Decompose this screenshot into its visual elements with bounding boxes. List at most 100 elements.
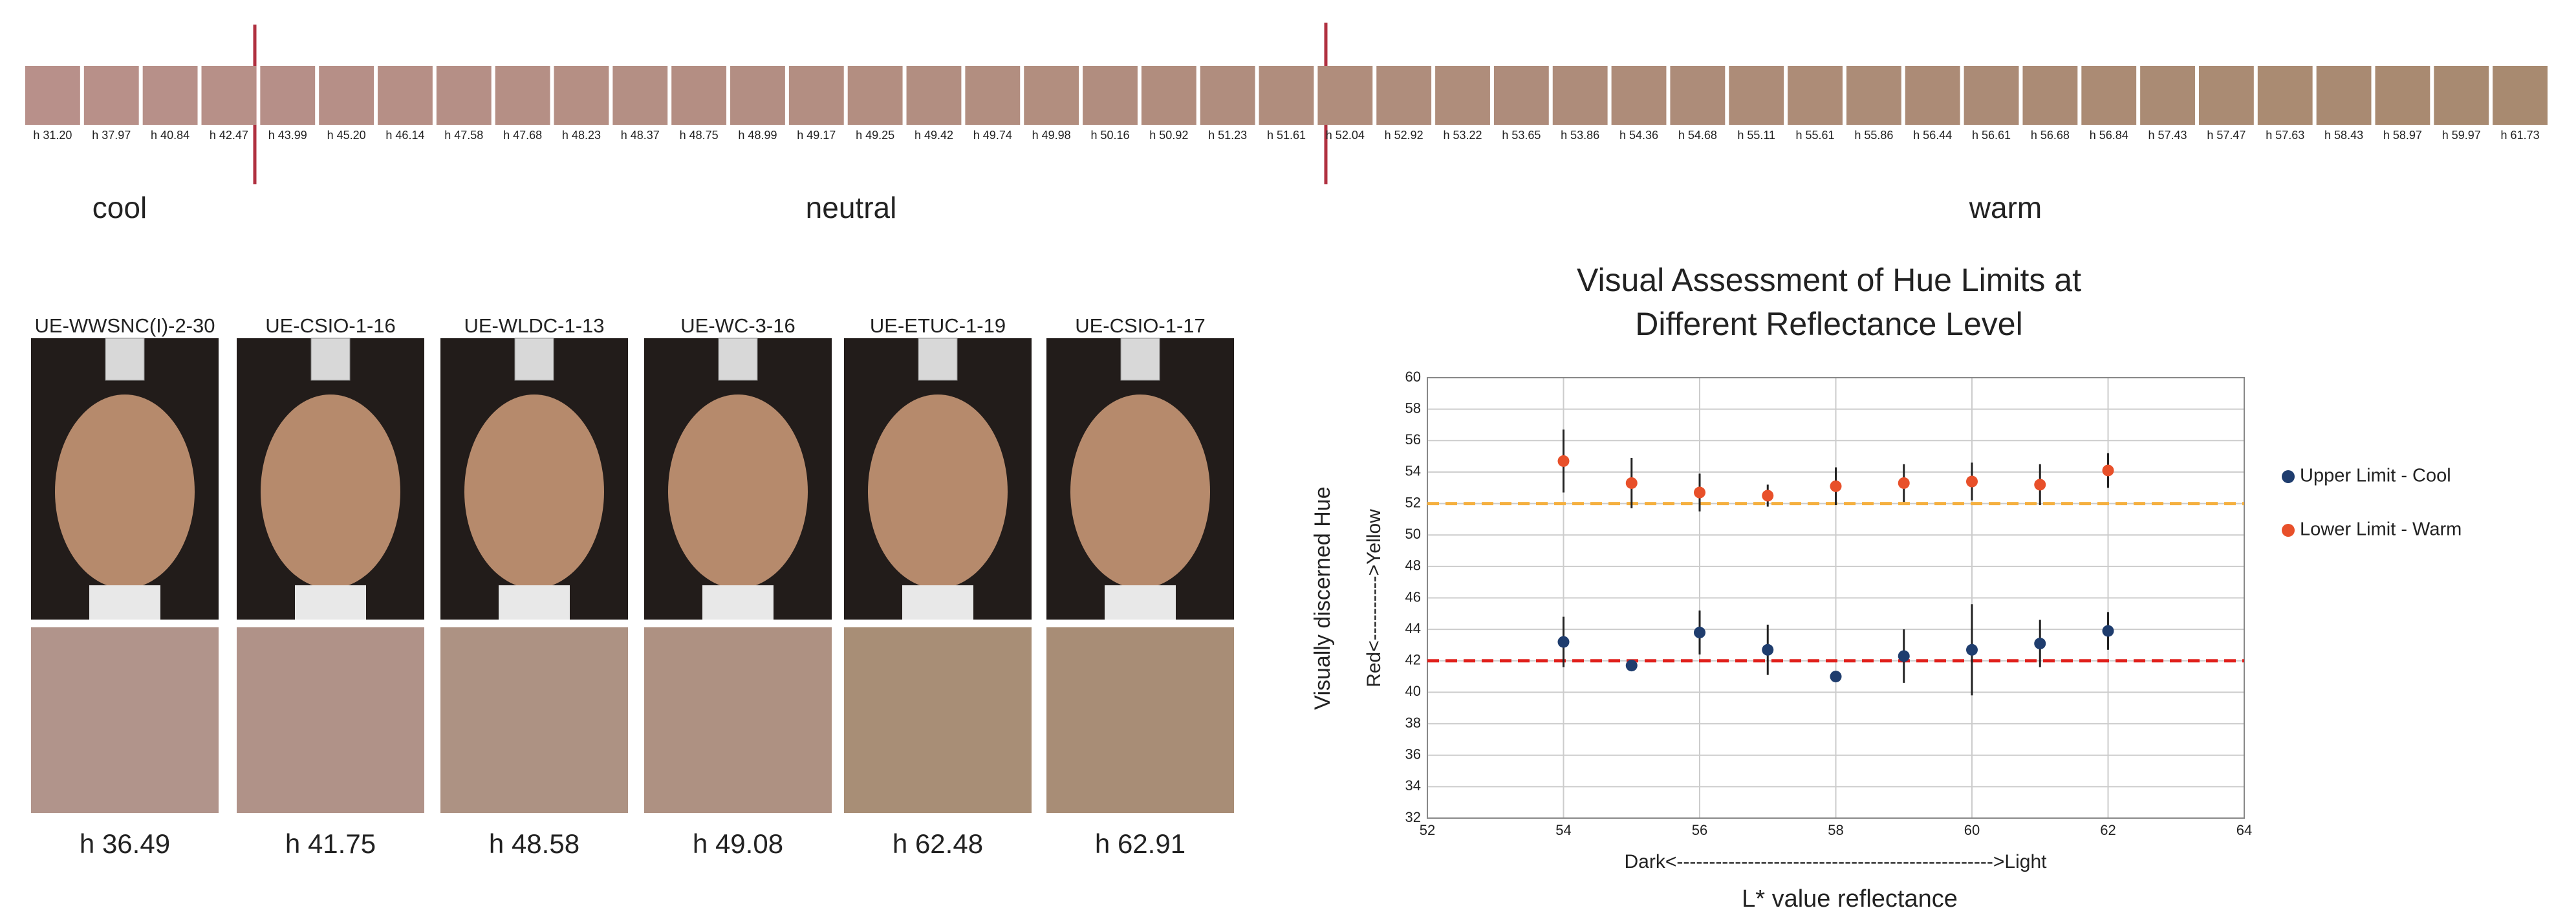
swatch-label: h 48.75 xyxy=(680,129,719,142)
swatch-label: h 45.20 xyxy=(327,129,366,142)
y-tick-label: 32 xyxy=(1405,809,1421,825)
swatch-label: h 61.73 xyxy=(2501,129,2540,142)
chart-title: Different Reflectance Level xyxy=(1635,306,2022,342)
swatch xyxy=(554,66,609,125)
swatch-label: h 53.86 xyxy=(1561,129,1599,142)
x-tick-label: 60 xyxy=(1964,822,1980,838)
face-swatch xyxy=(844,627,1032,813)
y-tick-label: 38 xyxy=(1405,715,1421,731)
swatch-label: h 54.36 xyxy=(1619,129,1658,142)
swatch-label: h 57.47 xyxy=(2207,129,2246,142)
face-hue: h 62.48 xyxy=(893,828,983,859)
swatch xyxy=(1317,66,1372,125)
swatch xyxy=(2258,66,2313,125)
swatch xyxy=(260,66,315,125)
face-hue: h 49.08 xyxy=(693,828,783,859)
point xyxy=(2034,638,2046,649)
forehead-device xyxy=(311,338,350,380)
page: cool neutral warm Visual Assessment of H… xyxy=(0,0,2576,916)
group-label: cool xyxy=(92,191,147,224)
group-label: warm xyxy=(1969,191,2042,224)
swatch-label: h 55.61 xyxy=(1796,129,1835,142)
face-swatch xyxy=(237,627,424,813)
y-tick-label: 54 xyxy=(1405,463,1421,479)
point xyxy=(1626,660,1638,671)
swatch-label: h 37.97 xyxy=(92,129,131,142)
swatch xyxy=(965,66,1020,125)
chin-rest xyxy=(702,585,774,620)
swatch xyxy=(730,66,785,125)
chin-rest xyxy=(902,585,973,620)
swatch xyxy=(1964,66,2019,125)
swatch-label: h 56.84 xyxy=(2090,129,2128,142)
point xyxy=(1558,636,1570,648)
swatch xyxy=(2434,66,2489,125)
swatch xyxy=(25,66,80,125)
chin-rest xyxy=(295,585,366,620)
swatch xyxy=(1435,66,1490,125)
legend-label: Upper Limit - Cool xyxy=(2300,466,2451,486)
face-swatch xyxy=(440,627,628,813)
forehead-device xyxy=(918,338,957,380)
x-axis-label: L* value reflectance xyxy=(1742,885,1958,913)
swatch xyxy=(495,66,550,125)
y-axis-label: Visually discerned Hue xyxy=(1310,486,1335,709)
x-axis-label: Dark<-----------------------------------… xyxy=(1625,851,2048,872)
point xyxy=(1694,627,1705,638)
swatch-label: h 50.92 xyxy=(1149,129,1188,142)
forehead-device xyxy=(1121,338,1160,380)
forehead-device xyxy=(719,338,757,380)
x-tick-label: 54 xyxy=(1555,822,1571,838)
chin-rest xyxy=(499,585,570,620)
swatch xyxy=(1788,66,1843,125)
swatch-label: h 31.20 xyxy=(33,129,72,142)
point xyxy=(1898,477,1910,489)
swatch xyxy=(2317,66,2372,125)
face xyxy=(464,395,604,589)
swatch xyxy=(1259,66,1314,125)
swatch xyxy=(1024,66,1079,125)
face-id: UE-ETUC-1-19 xyxy=(870,314,1006,337)
point xyxy=(1898,650,1910,662)
swatch xyxy=(437,66,492,125)
swatch-label: h 43.99 xyxy=(268,129,307,142)
swatch xyxy=(84,66,139,125)
point xyxy=(1966,476,1978,488)
swatch-label: h 51.23 xyxy=(1208,129,1247,142)
swatch xyxy=(1905,66,1960,125)
face-swatch xyxy=(1046,627,1234,813)
y-tick-label: 48 xyxy=(1405,557,1421,574)
y-tick-label: 44 xyxy=(1405,620,1421,636)
swatch-label: h 55.11 xyxy=(1737,129,1775,142)
swatch-label: h 53.22 xyxy=(1443,129,1482,142)
swatch-label: h 48.37 xyxy=(621,129,660,142)
face xyxy=(1070,395,1210,589)
swatch-label: h 59.97 xyxy=(2442,129,2481,142)
chin-rest xyxy=(1105,585,1176,620)
point xyxy=(2034,479,2046,490)
x-tick-label: 56 xyxy=(1692,822,1707,838)
swatch-label: h 58.97 xyxy=(2383,129,2422,142)
swatch xyxy=(2199,66,2254,125)
forehead-device xyxy=(515,338,554,380)
face-id: UE-WC-3-16 xyxy=(680,314,795,337)
face xyxy=(261,395,400,589)
swatch-label: h 57.43 xyxy=(2148,129,2187,142)
swatch xyxy=(848,66,903,125)
swatch xyxy=(2493,66,2548,125)
face-hue: h 62.91 xyxy=(1095,828,1185,859)
face-id: UE-WLDC-1-13 xyxy=(464,314,604,337)
legend-marker xyxy=(2282,470,2295,483)
figure: cool neutral warm Visual Assessment of H… xyxy=(0,0,2576,916)
swatch-label: h 48.99 xyxy=(738,129,777,142)
swatch xyxy=(202,66,257,125)
swatch-label: h 53.65 xyxy=(1502,129,1541,142)
face-id: UE-CSIO-1-16 xyxy=(265,314,396,337)
y-tick-label: 58 xyxy=(1405,400,1421,416)
point xyxy=(1830,671,1842,682)
point xyxy=(1830,481,1842,492)
point xyxy=(2103,464,2114,476)
forehead-device xyxy=(105,338,144,380)
swatch-label: h 58.43 xyxy=(2324,129,2363,142)
swatch-label: h 56.61 xyxy=(1972,129,2011,142)
